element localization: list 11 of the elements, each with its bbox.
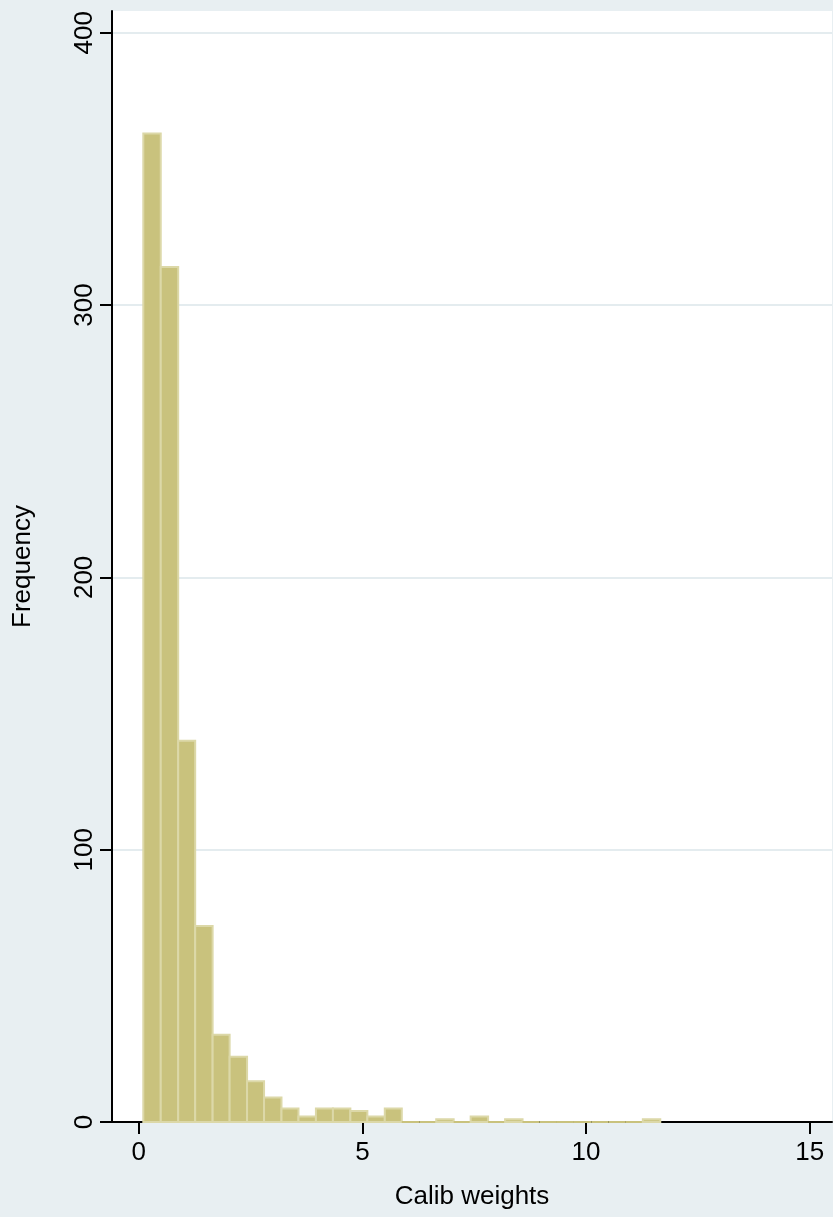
- x-axis-title: Calib weights: [394, 1180, 550, 1210]
- y-tick-label: 100: [68, 828, 98, 872]
- y-axis-title: Frequency: [6, 505, 36, 628]
- x-tick-label: 0: [131, 1136, 147, 1166]
- y-tick-label: 400: [68, 11, 98, 55]
- y-tick-label: 200: [68, 555, 98, 600]
- x-tick-label: 5: [355, 1136, 370, 1166]
- x-tick-label: 15: [795, 1136, 825, 1166]
- x-tick-label: 10: [571, 1136, 601, 1166]
- y-tick-label: 300: [68, 283, 98, 327]
- y-tick-label: 0: [68, 1114, 98, 1130]
